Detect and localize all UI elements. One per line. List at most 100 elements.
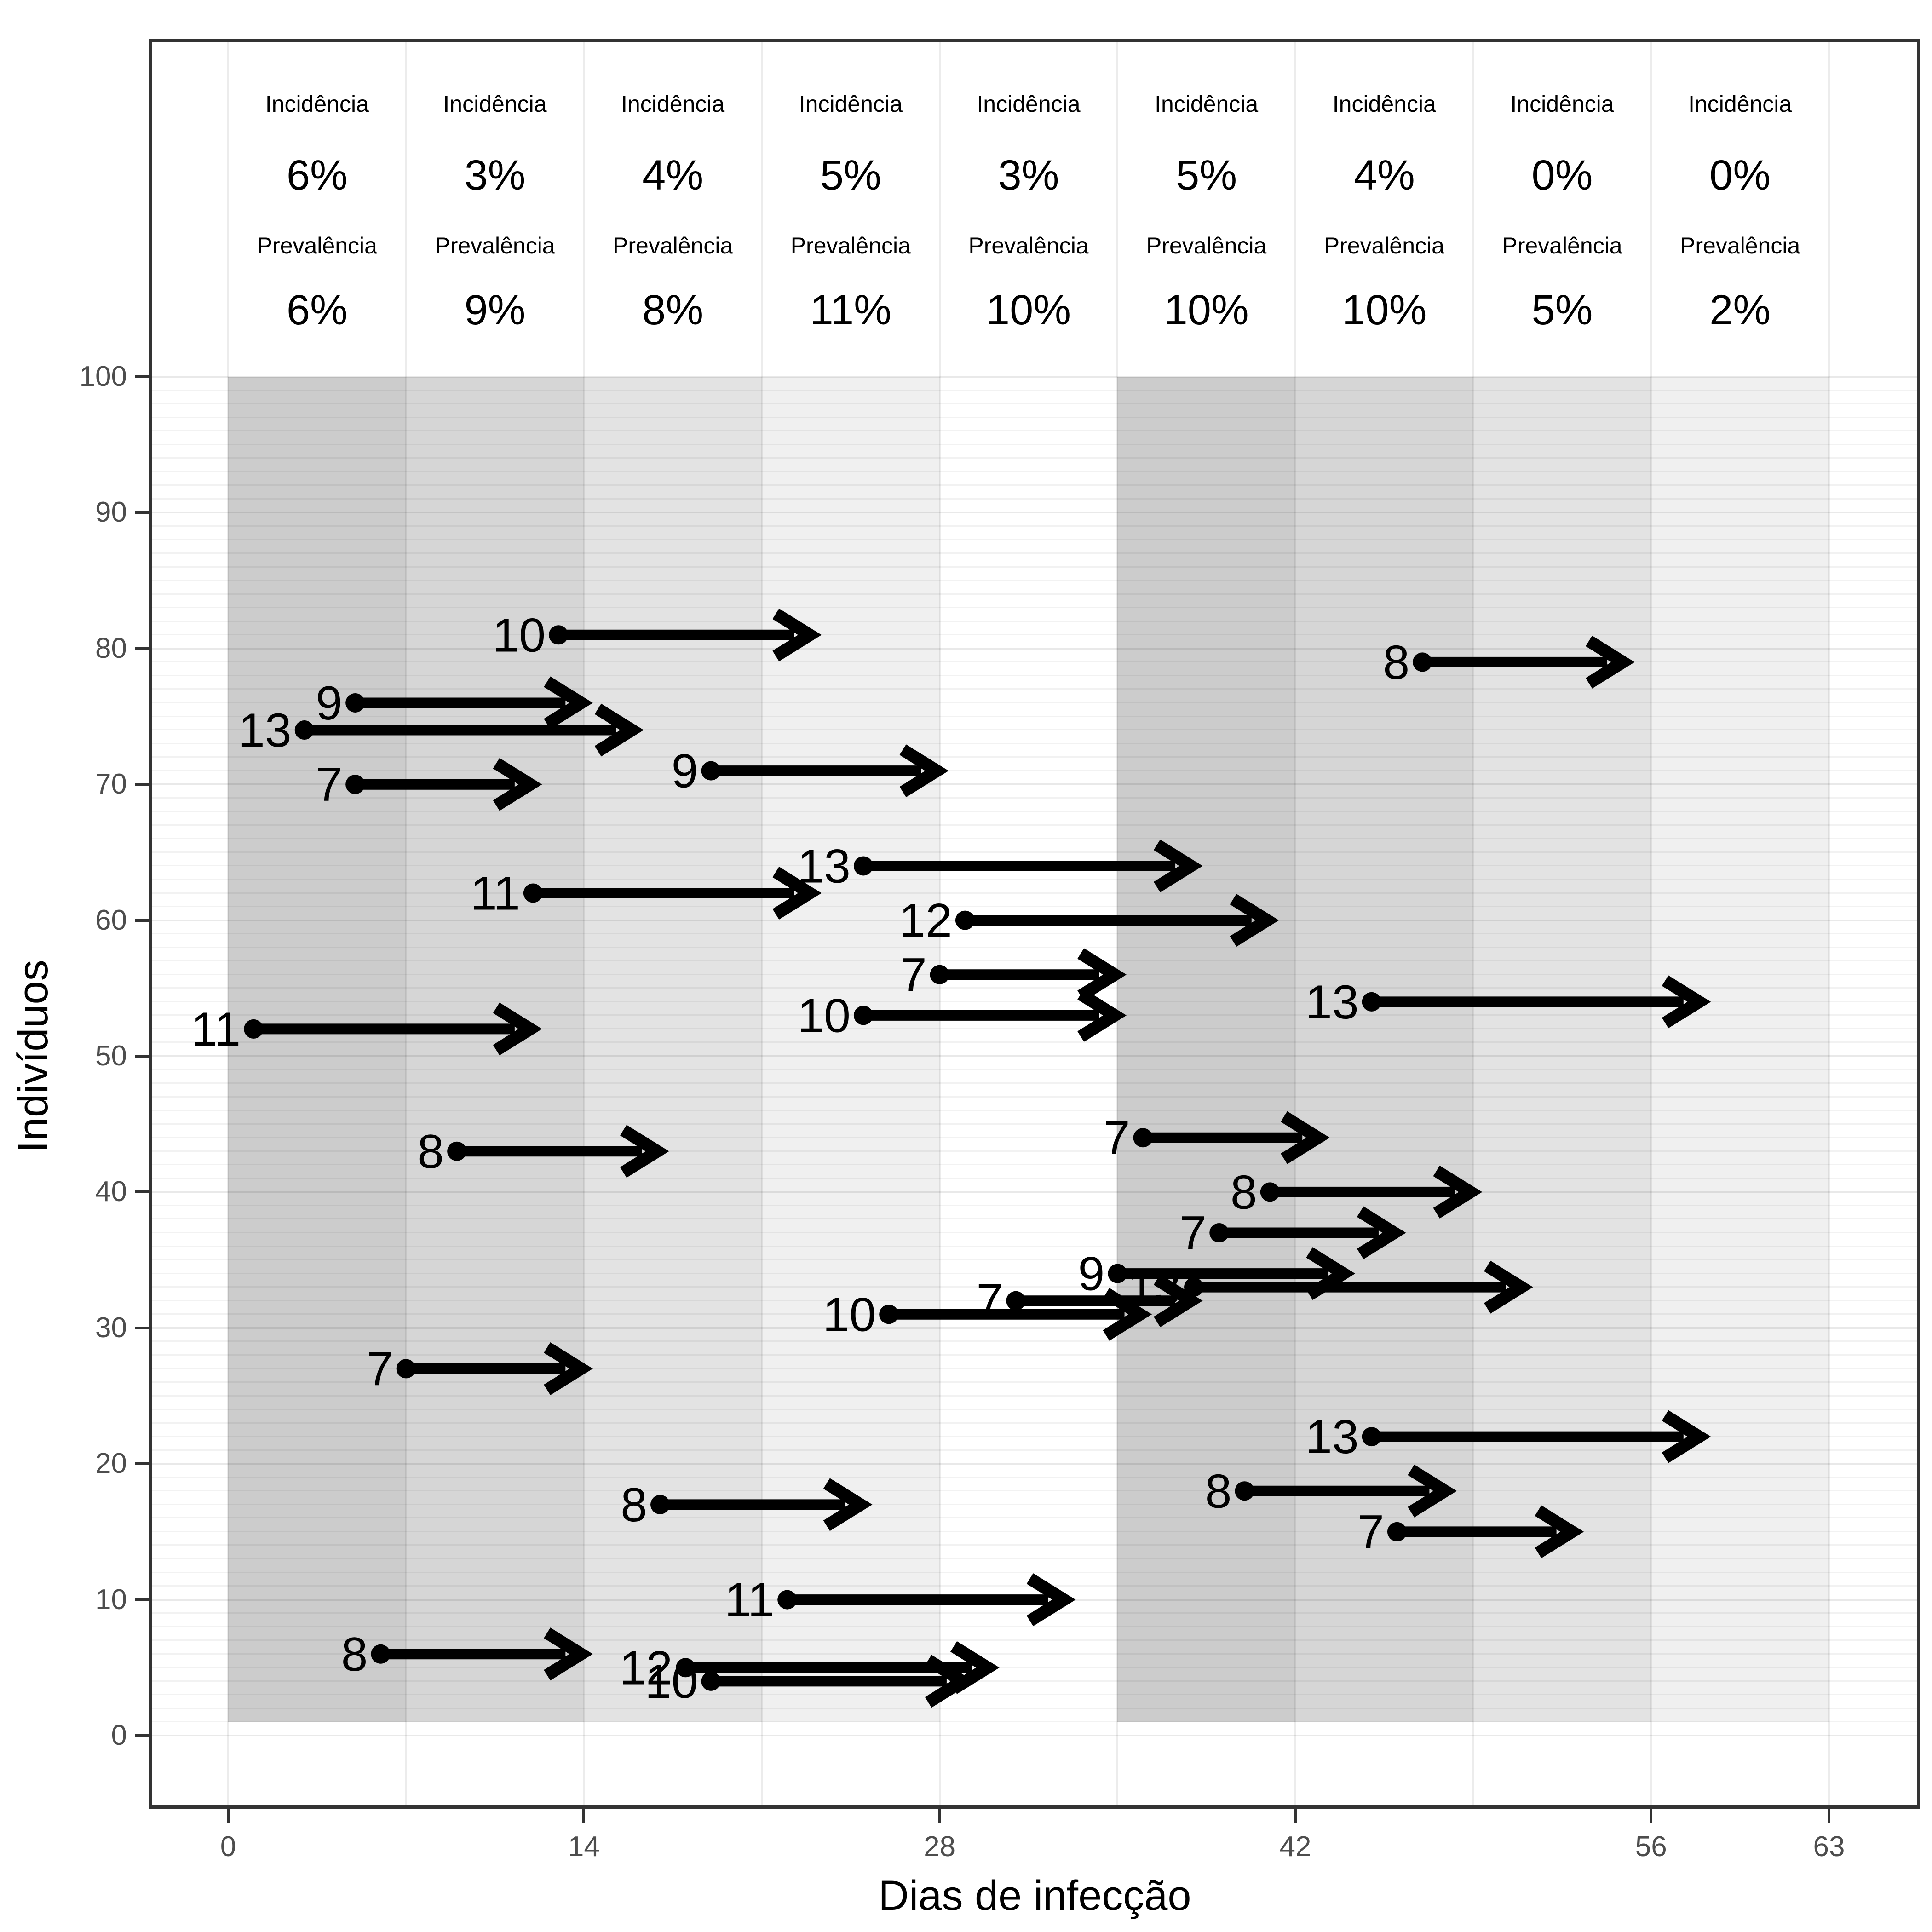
arrow-head-icon <box>493 758 542 811</box>
y-gridline <box>149 430 1920 432</box>
arrow-dot <box>1362 992 1381 1012</box>
incidence-word: Incidência <box>1510 91 1614 117</box>
y-gridline <box>149 783 1920 786</box>
arrow-label: 10 <box>492 609 546 662</box>
week-band <box>1651 377 1829 1722</box>
x-gridline <box>938 39 941 1809</box>
y-gridline <box>149 1463 1920 1465</box>
arrow-head-icon <box>1662 1410 1711 1463</box>
y-gridline <box>149 1503 1920 1505</box>
arrow-head-icon <box>1077 948 1127 1001</box>
arrow-label: 9 <box>672 745 698 798</box>
infection-arrow: 13 <box>797 839 1203 893</box>
infection-arrow: 8 <box>1230 1165 1483 1219</box>
y-gridline <box>149 688 1920 690</box>
y-gridline <box>149 1571 1920 1573</box>
incidence-word: Incidência <box>265 91 369 117</box>
arrow-dot <box>1184 1277 1204 1297</box>
incidence-value: 4% <box>642 152 704 199</box>
y-gridline <box>149 484 1920 486</box>
y-gridline <box>149 906 1920 908</box>
incidence-word: Incidência <box>621 91 725 117</box>
y-gridline <box>149 1667 1920 1668</box>
infection-arrow: 9 <box>316 676 593 730</box>
arrow-dot <box>345 775 365 794</box>
arrow-head-icon <box>544 1627 593 1681</box>
y-gridline <box>149 742 1920 744</box>
arrow-label: 7 <box>1179 1207 1206 1260</box>
infection-arrow: 12 <box>899 894 1279 948</box>
arrow-label: 11 <box>191 1003 241 1056</box>
y-gridline <box>149 892 1920 894</box>
y-tick <box>135 511 149 514</box>
prevalence-value: 9% <box>464 287 526 334</box>
x-tick-label: 28 <box>924 1831 956 1863</box>
x-gridline <box>405 39 407 1809</box>
y-tick-label: 50 <box>95 1040 127 1072</box>
y-gridline <box>149 1409 1920 1410</box>
y-gridline <box>149 946 1920 948</box>
y-tick-label: 20 <box>95 1448 127 1480</box>
x-gridline <box>227 39 229 1809</box>
infection-arrow: 13 <box>1305 975 1711 1029</box>
y-gridline <box>149 1530 1920 1532</box>
infection-arrow: 11 <box>471 867 822 920</box>
y-gridline <box>149 1272 1920 1274</box>
incidence-value: 5% <box>1176 152 1237 199</box>
y-gridline <box>149 674 1920 676</box>
arrow-head-icon <box>544 676 593 730</box>
y-tick-label: 80 <box>95 632 127 664</box>
infection-arrow: 11 <box>724 1573 1076 1627</box>
arrow-head-icon <box>1026 1573 1076 1627</box>
incidence-value: 6% <box>286 152 348 199</box>
y-gridline <box>149 1558 1920 1559</box>
arrow-label: 8 <box>417 1125 444 1179</box>
week-band <box>1117 377 1295 1722</box>
prevalence-word: Prevalência <box>790 233 911 259</box>
week-stats-column: Incidência 0% Prevalência 2% <box>1657 55 1823 340</box>
infection-arrow: 7 <box>1357 1505 1584 1559</box>
incidence-word: Incidência <box>1688 91 1792 117</box>
y-tick <box>135 1462 149 1466</box>
arrow-head-icon <box>772 867 822 920</box>
x-tick <box>1650 1809 1653 1823</box>
prevalence-word: Prevalência <box>1502 233 1622 259</box>
prevalence-word: Prevalência <box>613 233 733 259</box>
arrow-dot <box>1006 1291 1026 1311</box>
y-gridline <box>149 1721 1920 1723</box>
x-tick-label: 0 <box>220 1831 236 1863</box>
arrow-head-icon <box>544 1342 593 1395</box>
y-gridline <box>149 1055 1920 1057</box>
y-gridline <box>149 960 1920 962</box>
arrow-dot <box>1362 1427 1381 1447</box>
infection-arrow: 7 <box>316 758 542 811</box>
incidence-value: 4% <box>1353 152 1415 199</box>
x-gridline <box>760 39 763 1809</box>
incidence-value: 3% <box>464 152 526 199</box>
week-stats-column: Incidência 0% Prevalência 5% <box>1479 55 1645 340</box>
arrow-label: 13 <box>1305 1410 1359 1464</box>
arrow-head-icon <box>1408 1464 1457 1518</box>
x-tick-label: 42 <box>1279 1831 1311 1863</box>
arrow-dot <box>1209 1223 1229 1243</box>
x-tick <box>582 1809 586 1823</box>
arrow-label: 8 <box>1383 636 1409 689</box>
y-gridline <box>149 647 1920 650</box>
arrow-head-icon <box>1357 1206 1406 1259</box>
infection-arrow: 7 <box>900 948 1127 1002</box>
y-gridline <box>149 389 1920 391</box>
infection-arrow: 8 <box>341 1627 593 1681</box>
arrow-head-icon <box>594 703 644 757</box>
y-gridline <box>149 376 1920 378</box>
arrow-dot <box>930 965 949 984</box>
y-gridline <box>149 1110 1920 1111</box>
infection-arrow: 7 <box>1104 1111 1330 1165</box>
infection-arrow: 7 <box>367 1342 593 1396</box>
infection-arrow: 9 <box>672 744 949 798</box>
y-gridline <box>149 1639 1920 1641</box>
y-gridline <box>149 1123 1920 1125</box>
arrow-dot <box>549 625 569 645</box>
y-gridline <box>149 1449 1920 1451</box>
y-gridline <box>149 416 1920 418</box>
